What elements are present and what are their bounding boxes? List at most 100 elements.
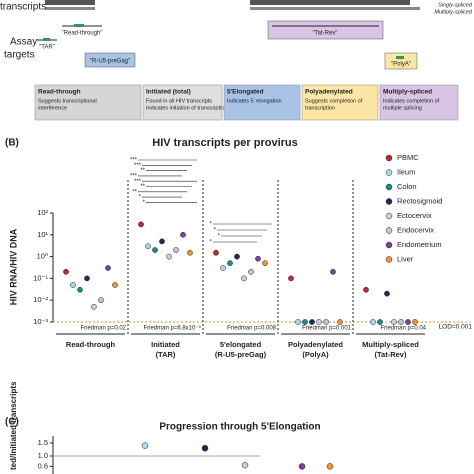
data-point [63,268,69,275]
significance-label: ** [140,168,145,174]
legend-label: Ectocervix [397,211,432,220]
transcript-bar [45,7,95,10]
legend-label: Colon [397,182,417,191]
significance-label: * [139,195,142,201]
box-text: Suggests transcriptional [38,98,97,104]
data-point [138,221,144,228]
data-point [326,463,334,470]
y-tick-label: 10² [37,208,48,217]
box-text: multiple splicing [383,105,422,111]
box-title: Initiated (total) [146,89,191,96]
data-point [159,238,165,245]
data-point [241,275,247,282]
data-point [166,253,172,260]
corner-label: Multiply-spliced [434,9,473,15]
legend-marker [385,198,393,205]
x-tick-sublabel: (R-U5-preGag) [215,350,267,359]
probe [43,38,50,41]
corner-label: Singly-spliced [438,2,473,8]
significance-label: *** [130,173,138,179]
data-point [220,265,226,271]
legend-label: PBMC [397,153,419,162]
legend-label: Endocervix [397,225,434,234]
y-tick-label: 10¹ [37,230,48,239]
data-point [84,275,90,282]
significance-label: *** [134,163,142,169]
header-text: transcripts [0,2,46,13]
description-box [379,84,459,121]
legend-marker [385,154,393,162]
y-axis-title: HIV RNA/HIV DNA [8,228,18,305]
box-text: Found in all HIV transcripts [146,98,212,104]
data-point [213,249,219,256]
data-point [234,253,240,260]
y-tick-label: 10⁰ [37,252,48,261]
description-box [301,84,379,121]
description-box [34,84,142,121]
data-point [77,286,83,293]
legend-label: Endometrium [397,240,442,249]
description-box [142,84,223,121]
data-point [377,319,383,325]
data-point [91,303,97,310]
chart-title: HIV transcripts per provirus [152,137,298,149]
x-tick-sublabel: (Tat-Rev) [375,350,407,359]
data-point [255,255,261,262]
legend-marker [385,256,393,263]
probe [396,56,404,59]
assay-label: Assay [10,37,37,48]
box-title: 5'Elongated [227,89,264,96]
x-tick-label: Multiply-spliced [362,340,419,349]
target-label: "Tat-Rev" [313,31,338,37]
legend-marker [385,183,393,191]
data-point [112,282,118,288]
legend-marker [385,169,393,176]
target-box [384,52,418,70]
data-point [323,319,329,325]
box-title: Read-through [38,89,81,96]
data-point [330,268,336,275]
y-tick-label: 10⁻¹ [33,273,48,282]
box-text: Indicates completion of [383,98,440,104]
description-box [223,84,301,121]
data-point [105,265,111,271]
legend-label: Rectosigmoid [397,196,442,205]
data-point [370,319,376,325]
legend-label: Liver [397,254,414,263]
data-point [337,319,343,325]
significance-label: *** [134,179,142,185]
transcript-bar [45,0,95,5]
y-tick-label: 0.6 [38,461,48,470]
y-tick-label: 10⁻³ [33,317,48,326]
target-label: "R-U5-preGag" [90,59,130,65]
data-point [180,231,186,238]
assay-label: targets [4,50,35,61]
data-point [398,319,404,325]
box-text: transcription [305,105,335,111]
data-point [288,275,294,282]
significance-label: ** [140,184,145,190]
significance-label: * [218,234,221,240]
test-label: Friedman p=0.001 [302,326,352,332]
legend-label: Ileum [397,167,415,176]
data-point [145,243,151,250]
data-point [241,461,249,469]
legend-marker [385,241,393,249]
lod-label: LOD=0.001 [439,324,473,331]
test-label: Friedman p=0.04 [380,326,426,332]
significance-label: * [210,222,213,228]
x-tick-label: 5'elongated [220,340,262,349]
target-box [84,52,136,68]
y-tick-label: 1.0 [38,451,48,460]
test-label: Friedman p=0.02 [80,326,126,332]
legend-marker [385,227,393,234]
legend-marker [385,212,393,220]
data-point [173,247,179,253]
box-title: Polyadenylated [305,89,353,96]
y-tick-label: 10⁻² [33,295,48,304]
x-tick-sublabel: (PolyA) [302,350,329,359]
data-point [412,319,418,325]
test-label: Friedman p=0.008 [227,326,277,332]
panel-label: (B) [5,138,19,149]
